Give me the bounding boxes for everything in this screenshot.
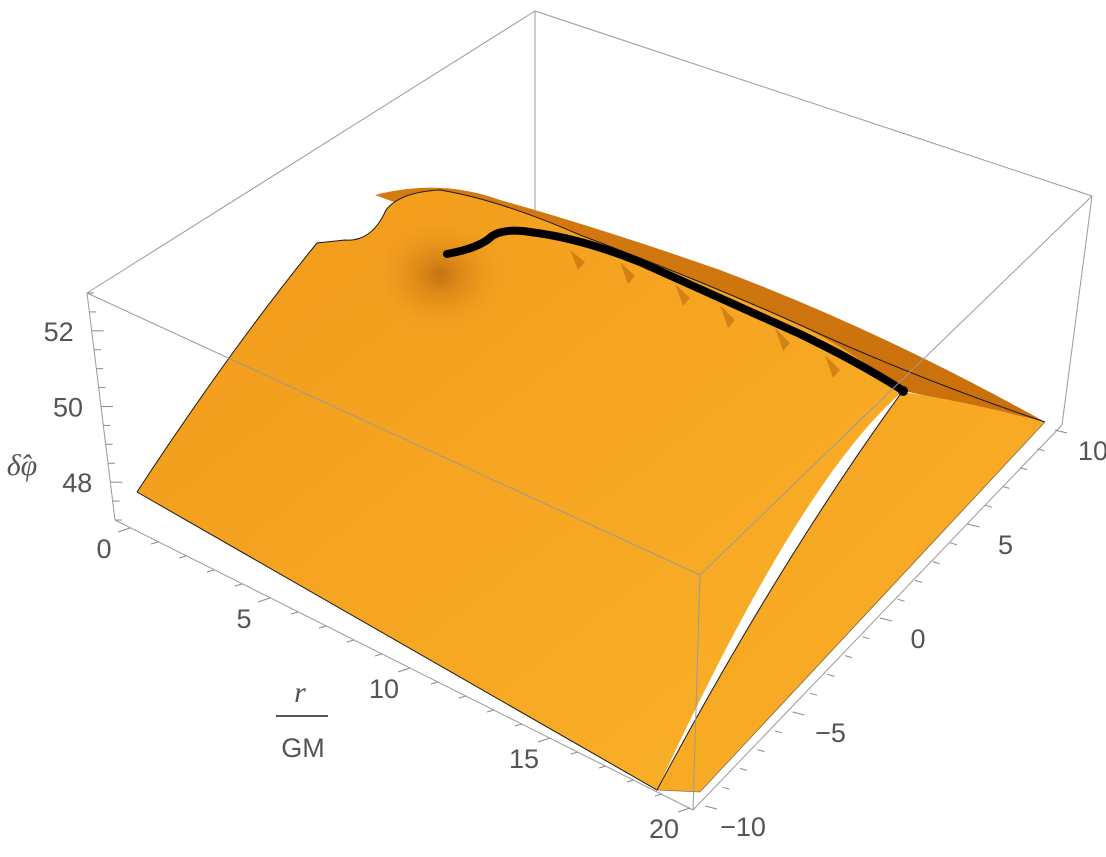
y-tick <box>844 655 853 659</box>
x-tick-label: 0 <box>96 534 111 564</box>
y-tick <box>774 730 783 734</box>
x-tick <box>626 779 635 783</box>
x-tick <box>537 737 551 743</box>
z-tick-label: 52 <box>44 317 74 347</box>
surface-edge-front <box>136 391 903 791</box>
y-axis: −10 −5 0 5 10 <box>704 429 1106 842</box>
x-tick <box>458 695 467 699</box>
x-tick <box>598 765 607 769</box>
y-tick <box>897 598 905 602</box>
x-tick <box>514 723 523 727</box>
y-tick <box>827 673 835 677</box>
bounding-box-front <box>86 195 1093 811</box>
y-tick <box>1002 485 1010 489</box>
surface-ridge-shadows <box>570 250 840 378</box>
y-tick <box>932 561 940 565</box>
y-tick <box>879 617 893 622</box>
trajectory-endpoint <box>898 386 908 396</box>
y-tick <box>722 786 730 790</box>
x-tick <box>150 541 159 545</box>
y-tick <box>704 805 718 810</box>
y-tick-label: 0 <box>910 624 925 654</box>
y-tick <box>914 579 923 583</box>
x-tick <box>290 611 299 615</box>
y-tick-label: −10 <box>720 812 766 842</box>
surface-outline <box>136 189 1046 493</box>
x-tick-label: 20 <box>649 814 679 844</box>
x-tick <box>178 555 187 559</box>
x-tick <box>570 751 579 755</box>
surface-top-face <box>137 190 902 790</box>
x-axis-label-denominator: GM <box>281 733 325 763</box>
x-tick <box>117 527 131 533</box>
x-tick <box>206 569 215 573</box>
y-tick <box>1054 429 1068 434</box>
x-axis-label: r GM <box>276 676 328 763</box>
x-tick <box>257 597 271 603</box>
x-tick <box>234 583 243 587</box>
y-tick <box>1019 467 1028 471</box>
trajectory-curve <box>443 226 906 394</box>
x-tick-label: 5 <box>236 604 251 634</box>
z-axis-label: δ̂φ <box>7 449 38 482</box>
surface-edge-right <box>656 421 1046 793</box>
y-tick <box>1037 448 1045 452</box>
x-tick <box>677 807 691 813</box>
y-tick <box>757 749 765 753</box>
surface <box>136 187 1046 793</box>
surface-dip-shading <box>370 215 510 335</box>
x-axis-label-numerator: r <box>294 676 306 709</box>
x-tick <box>318 625 327 629</box>
x-tick <box>397 667 411 673</box>
x-tick <box>374 653 383 657</box>
y-tick <box>792 711 805 716</box>
x-tick <box>430 681 439 685</box>
y-tick <box>984 504 993 508</box>
y-tick <box>967 523 980 528</box>
y-tick <box>949 542 958 546</box>
y-tick-label: 10 <box>1078 436 1106 466</box>
x-tick <box>654 793 663 797</box>
y-tick <box>809 692 818 696</box>
z-tick-label: 50 <box>53 393 83 423</box>
y-tick <box>739 767 748 771</box>
z-tick-label: 48 <box>62 468 92 498</box>
surface-side-face <box>657 392 1045 792</box>
y-tick-label: −5 <box>815 718 846 748</box>
z-axis: 48 50 52 <box>44 292 123 521</box>
y-tick-label: 5 <box>998 530 1013 560</box>
x-tick-label: 15 <box>509 744 539 774</box>
x-tick-label: 10 <box>369 674 399 704</box>
x-axis: 0 5 10 15 20 <box>96 527 691 844</box>
y-tick <box>862 636 870 640</box>
x-tick <box>346 639 355 643</box>
x-tick <box>486 709 495 713</box>
